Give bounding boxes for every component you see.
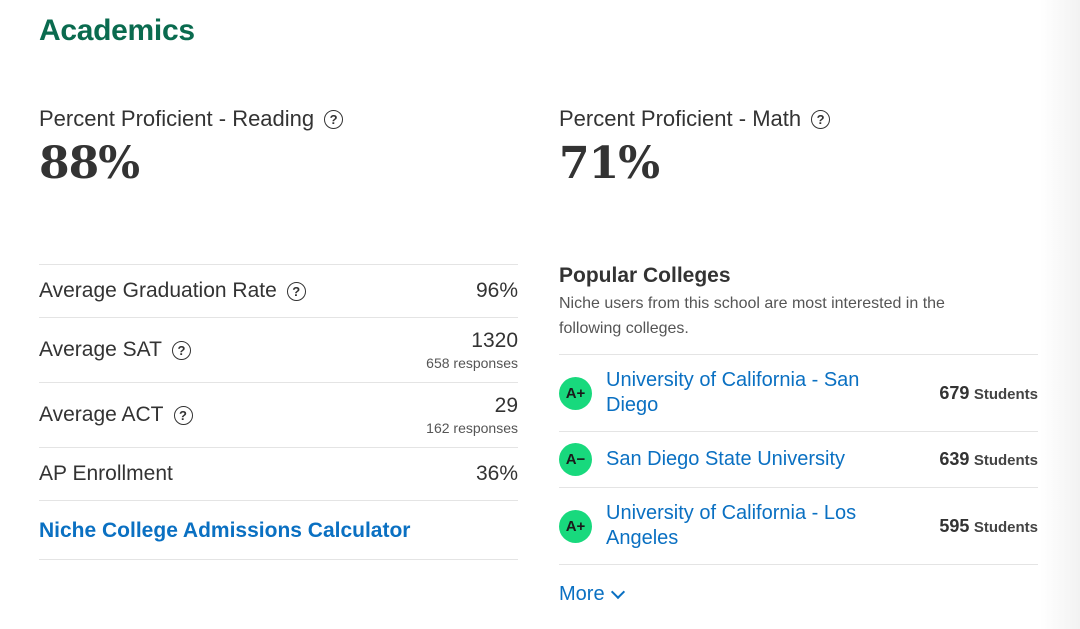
- metric-value: 36%: [475, 462, 518, 485]
- college-list: A+ University of California - San Diego …: [559, 354, 1038, 565]
- metric-label: Average ACT: [39, 403, 164, 426]
- college-name-link[interactable]: University of California - Los Angeles: [606, 502, 857, 549]
- admissions-calculator-link[interactable]: Niche College Admissions Calculator: [39, 501, 518, 560]
- metric-responses: 658 responses: [426, 355, 518, 371]
- popular-colleges-description: Niche users from this school are most in…: [559, 295, 945, 337]
- metric-value: 29: [494, 394, 518, 417]
- student-count: 679: [939, 382, 970, 403]
- reading-proficiency-label: Percent Proficient - Reading: [39, 106, 315, 131]
- student-count: 639: [939, 449, 970, 469]
- student-count-unit: Students: [973, 385, 1038, 403]
- chevron-down-icon: [610, 584, 625, 599]
- metric-row-act: Average ACT ? 29 162 responses: [39, 383, 518, 448]
- metric-value: 1320: [471, 329, 518, 352]
- math-proficiency: Percent Proficient - Math ? 71%: [559, 104, 831, 189]
- grade-badge: A+: [559, 376, 592, 410]
- reading-proficiency: Percent Proficient - Reading ? 88%: [39, 104, 344, 189]
- math-proficiency-value: 71%: [559, 138, 660, 189]
- right-edge-shade: [1040, 0, 1080, 629]
- math-proficiency-label: Percent Proficient - Math: [559, 106, 802, 131]
- college-name-link[interactable]: University of California - San Diego: [606, 369, 860, 416]
- help-icon[interactable]: ?: [324, 109, 344, 129]
- metric-value: 96%: [475, 279, 518, 302]
- popular-colleges-heading: Popular Colleges: [559, 264, 731, 287]
- help-icon[interactable]: ?: [286, 281, 306, 301]
- college-row: A− San Diego State University 639 Studen…: [559, 432, 1038, 488]
- metric-label: Average Graduation Rate: [39, 279, 277, 302]
- help-icon[interactable]: ?: [173, 405, 193, 425]
- metric-responses: 162 responses: [426, 420, 518, 436]
- more-colleges-link[interactable]: More: [559, 583, 625, 606]
- help-icon[interactable]: ?: [811, 109, 831, 129]
- help-icon[interactable]: ?: [171, 340, 191, 360]
- grade-badge: A+: [559, 509, 592, 543]
- grade-badge: A−: [559, 443, 592, 476]
- student-count: 595: [939, 515, 970, 536]
- student-count-unit: Students: [973, 452, 1038, 469]
- section-title: Academics: [39, 14, 195, 47]
- more-label: More: [559, 583, 605, 605]
- student-count-unit: Students: [973, 518, 1038, 536]
- reading-proficiency-value: 88%: [39, 138, 140, 189]
- college-name-link[interactable]: San Diego State University: [606, 448, 846, 470]
- metric-row-sat: Average SAT ? 1320 658 responses: [39, 318, 518, 383]
- college-row: A+ University of California - San Diego …: [559, 355, 1038, 432]
- metric-row-ap-enrollment: AP Enrollment 36%: [39, 448, 518, 501]
- college-row: A+ University of California - Los Angele…: [559, 488, 1038, 565]
- metric-label: AP Enrollment: [39, 462, 173, 485]
- metric-row-graduation-rate: Average Graduation Rate ? 96%: [39, 265, 518, 318]
- academic-metrics-list: Average Graduation Rate ? 96% Average SA…: [39, 264, 518, 560]
- metric-label: Average SAT: [39, 338, 162, 361]
- popular-colleges: Popular Colleges Niche users from this s…: [559, 264, 1038, 606]
